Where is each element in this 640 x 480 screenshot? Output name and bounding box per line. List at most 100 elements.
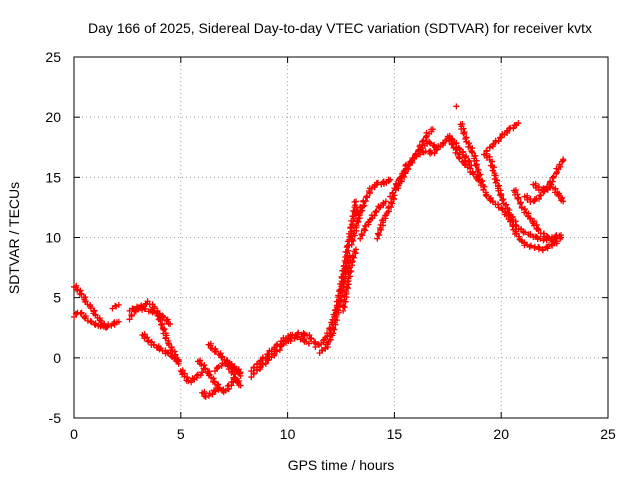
data-point (128, 311, 135, 318)
series-arc-32 (453, 103, 460, 110)
data-point (78, 291, 85, 298)
data-point (167, 321, 174, 328)
series-arc-6 (139, 331, 182, 367)
y-tick-label: 15 (45, 169, 61, 185)
data-point (371, 212, 378, 219)
series-arc-27 (481, 150, 565, 244)
data-points (71, 103, 567, 400)
data-point (184, 374, 191, 381)
series-arc-12 (224, 361, 244, 389)
data-point (324, 341, 331, 348)
data-point (434, 146, 441, 153)
data-point (462, 161, 469, 168)
data-point (237, 369, 244, 376)
data-point (460, 130, 467, 137)
data-point (163, 334, 170, 341)
data-point (560, 198, 567, 205)
data-point (202, 366, 209, 373)
data-point (478, 178, 485, 185)
y-tick-labels: -5 0 5 10 15 20 25 (45, 49, 61, 426)
y-axis-label: SDTVAR / TECUs (6, 182, 22, 294)
data-point (429, 126, 436, 133)
data-point (526, 215, 533, 222)
series-arc-16 (316, 252, 354, 357)
data-point (211, 348, 218, 355)
series-arc-26 (457, 121, 565, 254)
data-point (358, 230, 365, 237)
series-arc-20 (352, 204, 364, 218)
chart-title: Day 166 of 2025, Sidereal Day-to-day VTE… (88, 20, 592, 36)
data-point (453, 103, 460, 110)
data-point (306, 331, 313, 338)
data-point (202, 393, 209, 400)
data-point (376, 225, 383, 232)
series-arc-3 (109, 301, 122, 312)
data-point (110, 320, 117, 327)
data-point (165, 350, 172, 357)
data-point (527, 198, 534, 205)
data-point (88, 319, 95, 326)
data-point (518, 204, 525, 211)
data-point (331, 319, 338, 326)
series-arc-14 (248, 332, 312, 381)
data-point (515, 120, 522, 127)
series-arc-19 (357, 198, 389, 242)
data-point (481, 183, 488, 190)
data-point (352, 211, 359, 218)
series-arc-7 (177, 367, 206, 386)
series-arc-23 (391, 126, 436, 192)
data-point (308, 335, 315, 342)
data-point (339, 302, 346, 309)
series-arc-13 (248, 329, 319, 375)
data-point (215, 363, 222, 370)
x-tick-label: 10 (280, 426, 296, 442)
data-point (481, 151, 488, 158)
data-point (201, 362, 208, 369)
series-arc-28 (481, 120, 522, 158)
series-arc-2 (71, 282, 110, 331)
data-point (473, 163, 480, 170)
data-point (231, 371, 238, 378)
data-point (103, 324, 110, 331)
data-point (357, 204, 364, 211)
data-point (349, 213, 356, 220)
data-point (348, 236, 355, 243)
data-point (482, 191, 489, 198)
data-point (385, 204, 392, 211)
data-point (253, 361, 260, 368)
data-point (224, 383, 231, 390)
data-point (462, 135, 469, 142)
y-tick-label: 25 (45, 49, 61, 65)
data-point (139, 306, 146, 313)
data-point (472, 152, 479, 159)
y-tick-label: -5 (49, 410, 62, 426)
data-point (232, 375, 239, 382)
data-point (373, 208, 380, 215)
data-point (345, 247, 352, 254)
data-point (536, 195, 543, 202)
y-tick-label: 0 (53, 350, 61, 366)
data-point (553, 240, 560, 247)
data-point (354, 207, 361, 214)
data-point (522, 229, 529, 236)
data-point (219, 360, 226, 367)
series-arc-18 (348, 176, 394, 248)
data-point (115, 301, 122, 308)
data-point (527, 231, 534, 238)
data-point (251, 364, 258, 371)
data-point (352, 198, 359, 205)
data-point (374, 230, 381, 237)
data-point (382, 198, 389, 205)
data-point (219, 353, 226, 360)
data-point (248, 374, 255, 381)
data-point (253, 367, 260, 374)
data-point (142, 306, 149, 313)
data-point (343, 263, 350, 270)
data-point (338, 288, 345, 295)
data-point (462, 154, 469, 161)
data-point (305, 340, 312, 347)
data-point (557, 235, 564, 242)
data-point (510, 125, 517, 132)
data-point (353, 222, 360, 229)
y-tick-label: 20 (45, 109, 61, 125)
